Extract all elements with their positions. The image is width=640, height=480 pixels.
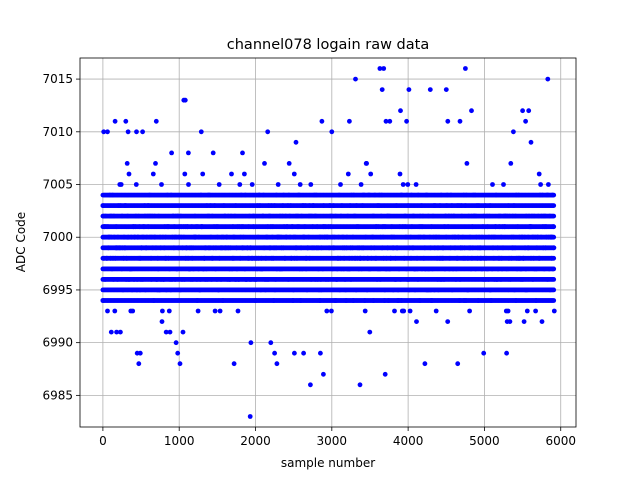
data-point bbox=[551, 245, 557, 251]
data-point bbox=[407, 308, 413, 314]
data-point bbox=[546, 182, 551, 187]
data-point bbox=[362, 308, 368, 314]
data-point bbox=[413, 182, 419, 187]
data-point bbox=[217, 308, 223, 314]
data-point bbox=[160, 308, 165, 314]
data-point bbox=[159, 182, 164, 187]
data-point bbox=[401, 308, 407, 314]
data-point bbox=[324, 308, 330, 314]
data-point bbox=[105, 308, 110, 314]
data-point bbox=[392, 308, 397, 314]
data-point bbox=[433, 308, 439, 314]
data-point bbox=[538, 182, 543, 187]
data-point bbox=[367, 329, 373, 335]
data-point bbox=[212, 308, 218, 314]
data-point bbox=[186, 182, 191, 187]
data-point bbox=[169, 150, 175, 156]
data-point bbox=[150, 171, 156, 177]
data-point bbox=[551, 224, 557, 230]
data-point bbox=[524, 308, 530, 314]
data-point bbox=[445, 319, 451, 324]
chart-title: channel078 logain raw data bbox=[227, 37, 429, 53]
data-point bbox=[536, 171, 542, 177]
data-point bbox=[464, 161, 470, 166]
data-point bbox=[507, 319, 513, 324]
data-point bbox=[291, 171, 297, 177]
data-point bbox=[216, 182, 222, 187]
data-point bbox=[539, 319, 545, 324]
data-point bbox=[297, 182, 303, 187]
data-point bbox=[414, 319, 419, 324]
data-point bbox=[329, 308, 334, 314]
data-point bbox=[308, 182, 314, 187]
data-point bbox=[397, 171, 403, 177]
data-point bbox=[533, 308, 538, 314]
data-point bbox=[551, 287, 557, 293]
data-point bbox=[467, 308, 472, 314]
data-point bbox=[229, 171, 234, 177]
data-point bbox=[508, 161, 514, 166]
data-point bbox=[345, 171, 351, 177]
data-point bbox=[159, 319, 165, 324]
data-point bbox=[501, 182, 506, 187]
data-point bbox=[551, 308, 557, 314]
data-point bbox=[180, 329, 186, 335]
data-point bbox=[130, 308, 136, 314]
data-points bbox=[100, 66, 557, 419]
data-point bbox=[249, 182, 255, 187]
data-point bbox=[551, 234, 557, 240]
data-point bbox=[286, 161, 292, 166]
data-point bbox=[551, 298, 557, 303]
data-point bbox=[235, 308, 241, 314]
data-point bbox=[153, 161, 158, 166]
data-point bbox=[182, 171, 188, 177]
grid-lines bbox=[80, 58, 576, 427]
data-point bbox=[551, 255, 557, 261]
data-point bbox=[133, 182, 139, 187]
data-point bbox=[242, 171, 247, 177]
data-point bbox=[338, 182, 343, 187]
data-point bbox=[237, 182, 243, 187]
data-point bbox=[126, 171, 132, 177]
data-point bbox=[364, 161, 369, 166]
data-point bbox=[275, 182, 281, 187]
data-point bbox=[124, 161, 130, 166]
data-point bbox=[551, 213, 557, 219]
data-point bbox=[112, 308, 118, 314]
data-point bbox=[551, 277, 557, 282]
data-point bbox=[505, 308, 511, 314]
data-point bbox=[118, 182, 124, 187]
data-point bbox=[210, 150, 216, 156]
data-point bbox=[358, 182, 364, 187]
data-point bbox=[490, 182, 495, 187]
data-point bbox=[400, 182, 406, 187]
data-point bbox=[551, 266, 557, 272]
data-point bbox=[166, 308, 172, 314]
data-point bbox=[368, 171, 374, 177]
data-point bbox=[405, 182, 411, 187]
data-point bbox=[200, 171, 206, 177]
data-point bbox=[195, 308, 201, 314]
data-point bbox=[521, 319, 527, 324]
data-point bbox=[262, 161, 267, 166]
